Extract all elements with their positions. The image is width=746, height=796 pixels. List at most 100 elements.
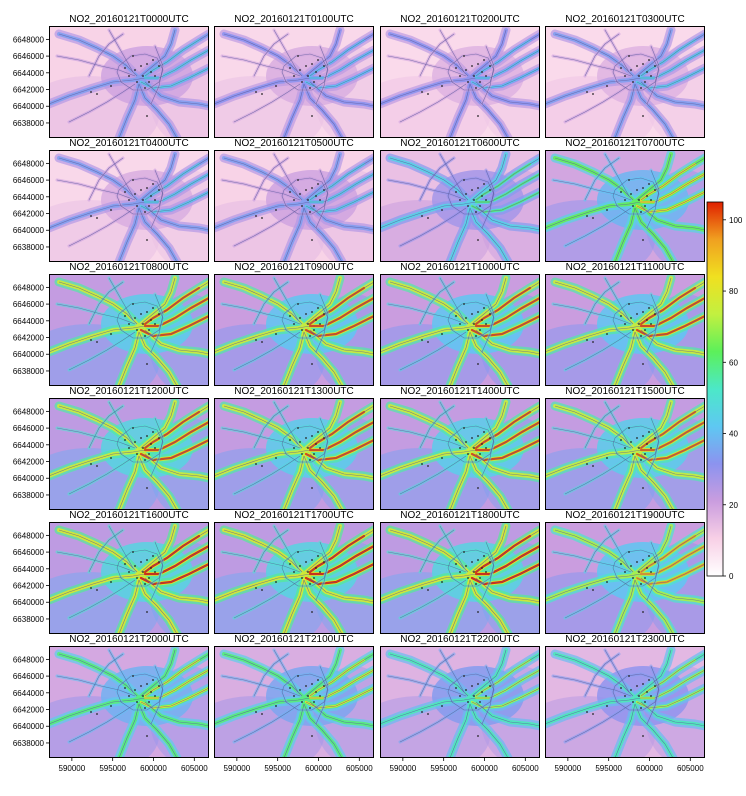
panel: NO2_20160121T2200UTC	[380, 634, 540, 758]
station-point	[455, 67, 457, 69]
road-line	[612, 549, 660, 587]
road-line	[476, 669, 540, 699]
station-point	[475, 459, 477, 461]
station-point	[323, 685, 325, 687]
road-line	[439, 29, 465, 73]
station-point	[650, 323, 652, 325]
y-tick-label: 6644000	[13, 565, 45, 574]
road-line	[283, 579, 305, 634]
station-point	[297, 427, 299, 429]
road-line	[144, 205, 209, 231]
station-point	[620, 563, 622, 565]
road-line	[305, 315, 374, 337]
station-point	[654, 437, 656, 439]
station-point	[483, 555, 485, 557]
station-point	[124, 563, 126, 565]
station-point	[477, 487, 479, 489]
station-point	[148, 577, 150, 579]
station-point	[132, 551, 134, 553]
station-point	[255, 587, 257, 589]
road-line	[305, 153, 341, 201]
road-line	[634, 455, 674, 510]
station-point	[136, 453, 138, 455]
road-line	[68, 207, 136, 247]
station-point	[261, 713, 263, 715]
road-line	[233, 579, 301, 619]
station-point	[489, 65, 491, 67]
panel-title: NO2_20160121T0100UTC	[234, 14, 354, 25]
station-point	[136, 329, 138, 331]
road-line	[640, 281, 705, 325]
panel-frame	[214, 646, 374, 758]
station-point	[154, 75, 156, 77]
road-line	[475, 33, 540, 77]
station-point	[128, 695, 130, 697]
station-point	[96, 589, 98, 591]
station-point	[148, 701, 150, 703]
road-line	[309, 529, 374, 573]
road-line	[564, 331, 632, 371]
panel-title: NO2_20160121T0000UTC	[69, 14, 189, 25]
road-line	[380, 325, 477, 353]
road-line	[447, 425, 495, 463]
station-point	[481, 691, 483, 693]
station-point	[632, 577, 634, 579]
station-point	[110, 457, 112, 459]
station-point	[315, 71, 317, 73]
station-point	[132, 303, 134, 305]
panel-title: NO2_20160121T0700UTC	[565, 138, 685, 149]
station-point	[154, 199, 156, 201]
y-tick-label: 6638000	[13, 491, 45, 500]
station-point	[489, 561, 491, 563]
road-line	[58, 33, 138, 77]
station-point	[319, 323, 321, 325]
road-line	[640, 577, 705, 603]
road-line	[233, 331, 301, 371]
road-line	[305, 525, 341, 573]
road-line	[309, 329, 374, 355]
road-line	[554, 653, 634, 697]
road-line	[309, 453, 374, 479]
road-line	[140, 191, 209, 213]
station-point	[427, 341, 429, 343]
road-line	[640, 329, 705, 355]
road-line	[584, 653, 620, 697]
station-point	[642, 435, 644, 437]
station-point	[289, 67, 291, 69]
road-line	[145, 297, 209, 327]
station-point	[307, 695, 309, 697]
road-line	[140, 153, 176, 201]
road-line	[253, 157, 289, 201]
panel-frame	[214, 398, 374, 510]
road-line	[223, 653, 303, 697]
road-line	[387, 675, 467, 697]
road-line	[552, 551, 632, 573]
road-line	[634, 331, 674, 386]
road-line	[545, 201, 642, 229]
road-line	[554, 281, 634, 325]
road-line	[552, 179, 632, 201]
station-point	[311, 239, 313, 241]
panel-title: NO2_20160121T0800UTC	[69, 262, 189, 273]
road-line	[552, 427, 632, 449]
panel-map	[49, 150, 209, 262]
station-point	[148, 453, 150, 455]
x-tick-label: 605000	[512, 764, 539, 773]
road-line	[604, 277, 630, 321]
station-point	[648, 555, 650, 557]
road-line	[475, 577, 540, 603]
y-tick-label: 6646000	[13, 672, 45, 681]
station-point	[154, 571, 156, 573]
station-point	[592, 217, 594, 219]
station-point	[427, 589, 429, 591]
panel-map	[545, 398, 705, 510]
station-point	[90, 587, 92, 589]
station-point	[586, 215, 588, 217]
station-point	[158, 189, 160, 191]
station-point	[465, 69, 467, 71]
station-point	[255, 463, 257, 465]
road-line	[449, 207, 471, 262]
panel-frame	[214, 274, 374, 386]
y-tick-label: 6638000	[13, 615, 45, 624]
road-line	[140, 525, 176, 573]
